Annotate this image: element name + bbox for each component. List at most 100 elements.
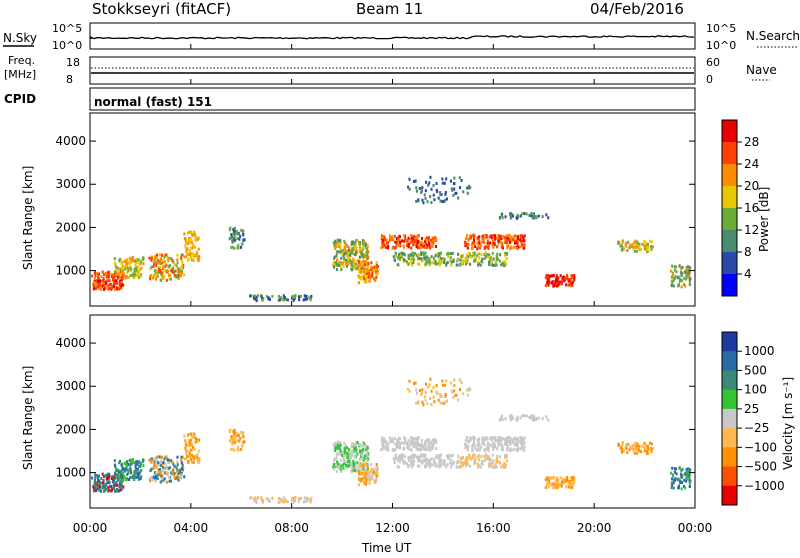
heatmap-cell bbox=[237, 244, 240, 247]
heatmap-cell bbox=[413, 258, 416, 262]
heatmap-cell bbox=[385, 241, 388, 245]
heatmap-cell bbox=[426, 458, 429, 462]
heatmap-cell bbox=[457, 252, 460, 256]
heatmap-cell bbox=[400, 453, 403, 457]
heatmap-cell bbox=[478, 256, 481, 260]
heatmap-cell bbox=[113, 463, 116, 467]
heatmap-cell bbox=[155, 465, 158, 469]
heatmap-cell bbox=[360, 472, 363, 476]
heatmap-cell bbox=[477, 237, 480, 241]
heatmap-cell bbox=[429, 377, 432, 381]
heatmap-cell bbox=[364, 275, 367, 279]
heatmap-cell bbox=[407, 458, 410, 462]
heatmap-cell bbox=[477, 263, 480, 267]
heatmap-cell bbox=[232, 232, 235, 236]
heatmap-cell bbox=[355, 452, 358, 456]
heatmap-cell bbox=[366, 467, 369, 471]
heatmap-cell bbox=[398, 459, 401, 463]
heatmap-cell bbox=[347, 459, 350, 463]
heatmap-cell bbox=[496, 257, 499, 261]
heatmap-cell bbox=[101, 279, 104, 283]
heatmap-cell bbox=[186, 252, 189, 256]
heatmap-cell bbox=[165, 480, 168, 484]
colorbar-tick-label: −500 bbox=[744, 460, 777, 474]
heatmap-cell bbox=[423, 193, 426, 197]
heatmap-cell bbox=[452, 258, 455, 262]
heatmap-cell bbox=[140, 273, 143, 277]
heatmap-cell bbox=[640, 450, 643, 454]
heatmap-cell bbox=[358, 268, 361, 272]
heatmap-cell bbox=[184, 439, 187, 443]
heatmap-cell bbox=[485, 252, 488, 256]
heatmap-cell bbox=[514, 240, 517, 243]
heatmap-cell bbox=[122, 283, 125, 287]
heatmap-cell bbox=[494, 263, 497, 267]
heatmap-cell bbox=[643, 441, 646, 445]
heatmap-cell bbox=[392, 457, 395, 461]
heatmap-cell bbox=[267, 297, 270, 301]
heatmap-cell bbox=[494, 465, 497, 469]
heatmap-cell bbox=[100, 477, 103, 480]
heatmap-cell bbox=[504, 417, 507, 421]
y-tick-label: 1000 bbox=[55, 264, 86, 278]
heatmap-cell bbox=[113, 459, 116, 463]
heatmap-cell bbox=[477, 439, 480, 443]
heatmap-cell bbox=[548, 274, 551, 278]
heatmap-cell bbox=[196, 238, 199, 242]
heatmap-cell bbox=[432, 386, 435, 389]
heatmap-cell bbox=[366, 243, 369, 247]
heatmap-cell bbox=[192, 436, 195, 440]
heatmap-cell bbox=[689, 479, 692, 483]
heatmap-cell bbox=[407, 262, 410, 266]
heatmap-cell bbox=[194, 235, 197, 238]
colorbar-tick-label: 500 bbox=[744, 363, 767, 377]
heatmap-cell bbox=[498, 438, 501, 442]
heatmap-cell bbox=[530, 414, 533, 418]
heatmap-cell bbox=[633, 451, 636, 455]
heatmap-cell bbox=[678, 466, 681, 470]
heatmap-cell bbox=[449, 458, 452, 462]
heatmap-cell bbox=[414, 381, 417, 385]
heatmap-cell bbox=[159, 471, 162, 475]
heatmap-cell bbox=[197, 258, 200, 262]
heatmap-cell bbox=[398, 252, 401, 256]
heatmap-cell bbox=[92, 284, 95, 288]
heatmap-cell bbox=[416, 262, 419, 266]
heatmap-cell bbox=[425, 256, 428, 260]
heatmap-cell bbox=[114, 466, 117, 470]
heatmap-cell bbox=[366, 267, 369, 271]
heatmap-cell bbox=[635, 249, 638, 253]
heatmap-cell bbox=[415, 436, 418, 440]
heatmap-cell bbox=[433, 258, 436, 262]
heatmap-cell bbox=[432, 184, 435, 187]
heatmap-cell bbox=[184, 237, 187, 241]
heatmap-cell bbox=[179, 274, 182, 278]
x-tick-label: 08:00 bbox=[274, 521, 309, 535]
heatmap-cell bbox=[113, 284, 116, 288]
heatmap-cell bbox=[491, 436, 494, 440]
heatmap-cell bbox=[483, 438, 486, 442]
heatmap-cell bbox=[491, 453, 494, 457]
heatmap-cell bbox=[412, 261, 415, 265]
heatmap-cell bbox=[150, 467, 153, 471]
heatmap-cell bbox=[486, 242, 489, 245]
heatmap-cell bbox=[190, 251, 193, 255]
heatmap-cell bbox=[487, 446, 490, 450]
heatmap-cell bbox=[354, 267, 357, 271]
heatmap-cell bbox=[337, 260, 340, 264]
heatmap-cell bbox=[521, 240, 524, 244]
heatmap-cell bbox=[186, 247, 189, 251]
heatmap-cell bbox=[415, 199, 418, 203]
heatmap-cell bbox=[673, 467, 676, 471]
heatmap-cell bbox=[465, 458, 468, 462]
heatmap-cell bbox=[430, 403, 433, 406]
heatmap-cell bbox=[135, 468, 138, 472]
heatmap-cell bbox=[476, 449, 479, 453]
heatmap-cell bbox=[415, 244, 418, 248]
heatmap-cell bbox=[407, 243, 410, 247]
heatmap-cell bbox=[339, 443, 342, 447]
heatmap-cell bbox=[425, 180, 428, 184]
heatmap-cell bbox=[466, 463, 469, 467]
heatmap-cell bbox=[555, 484, 558, 487]
heatmap-cell bbox=[94, 271, 97, 275]
